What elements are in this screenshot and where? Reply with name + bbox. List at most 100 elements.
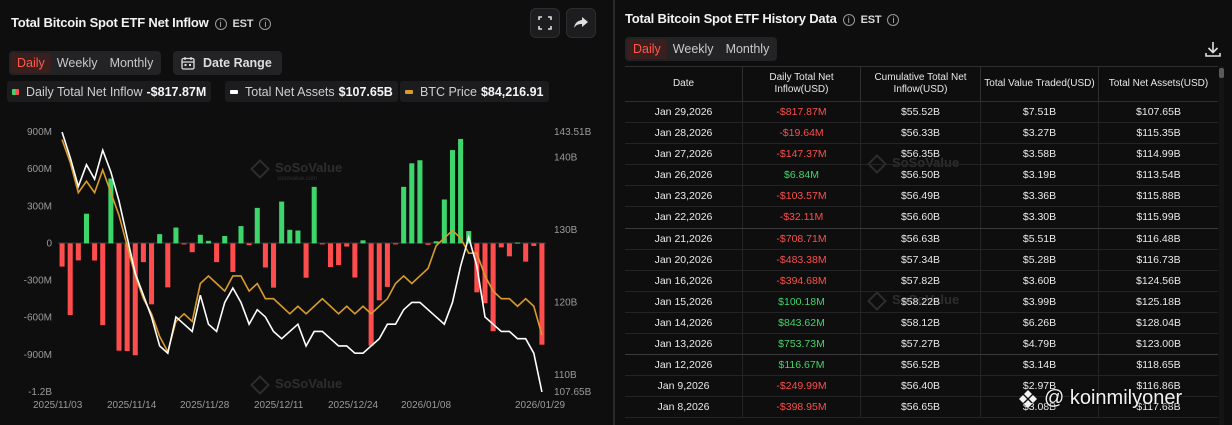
inflow-bar <box>92 243 98 261</box>
tab-monthly[interactable]: Monthly <box>109 56 154 70</box>
net-assets-cell: $113.54B <box>1136 169 1181 182</box>
table-row[interactable]: Jan 23,2026 -$103.57M $56.49B $3.36B $115.88… <box>625 186 1218 208</box>
net-assets-cell: $128.04B <box>1136 316 1181 329</box>
inflow-bar <box>376 243 382 301</box>
net-inflow-chart[interactable]: 900M 600M 300M 0 -300M -600M -900M -1.2B 143.51… <box>0 120 613 420</box>
inflow-bar <box>515 242 521 244</box>
timezone-label: EST <box>232 17 254 30</box>
inflow-bar <box>360 240 366 244</box>
right-axis-tick: 130B <box>554 225 578 236</box>
inflow-bar <box>352 243 358 278</box>
x-axis-tick: 2025/12/24 <box>328 400 378 411</box>
inflow-bar <box>449 150 455 244</box>
daily-inflow-cell: $843.62M <box>743 312 861 334</box>
cumulative-inflow-cell: $56.65B <box>861 397 981 418</box>
diamond-logo-icon <box>1019 389 1037 408</box>
inflow-bar <box>531 243 537 246</box>
date-cell: Jan 21,2026 <box>625 228 743 249</box>
table-row[interactable]: Jan 21,2026 -$708.71M $56.63B $5.51B $116.48… <box>625 228 1218 250</box>
btc-swatch <box>405 89 413 94</box>
inflow-bar <box>311 186 317 244</box>
inflow-bar <box>157 234 163 244</box>
net-assets-cell: $115.35B <box>1136 127 1181 140</box>
net-assets-line <box>61 131 543 393</box>
right-axis-tick: 107.65B <box>554 387 592 398</box>
tab-daily[interactable]: Daily <box>627 39 667 59</box>
download-icon[interactable] <box>1202 38 1224 60</box>
panel-title: Total Bitcoin Spot ETF History Data i EST i <box>625 11 900 26</box>
table-scrollbar[interactable] <box>1219 66 1224 425</box>
cumulative-inflow-cell: $56.60B <box>861 207 981 228</box>
date-cell: Jan 27,2026 <box>625 144 743 165</box>
daily-inflow-cell: -$19.64M <box>743 123 861 144</box>
inflow-bar <box>401 186 407 244</box>
table-row[interactable]: Jan 29,2026 -$817.87M $55.52B $7.51B $107.65… <box>625 102 1218 124</box>
col-net-assets[interactable]: Total Net Assets(USD) <box>1108 78 1209 89</box>
cumulative-inflow-cell: $57.82B <box>861 270 981 291</box>
x-axis-tick: 2025/11/14 <box>107 400 157 411</box>
table-row[interactable]: Jan 14,2026 $843.62M $58.12B $6.26B $128.04B <box>625 312 1218 335</box>
fullscreen-button[interactable] <box>530 8 560 38</box>
inflow-bar <box>458 138 464 244</box>
table-row[interactable]: Jan 15,2026 $100.18M $58.22B $3.99B $125.18B <box>625 291 1218 313</box>
net-assets-cell: $115.99B <box>1136 211 1181 224</box>
value-traded-cell: $6.26B <box>981 312 1099 334</box>
share-button[interactable] <box>566 8 596 38</box>
value-traded-cell: $3.27B <box>981 123 1099 144</box>
inflow-bar <box>230 243 236 273</box>
table-row[interactable]: Jan 22,2026 -$32.11M $56.60B $3.30B $115.99B <box>625 207 1218 229</box>
tab-weekly[interactable]: Weekly <box>56 56 98 70</box>
info-icon[interactable]: i <box>214 17 227 30</box>
legend-net-assets[interactable]: Total Net Assets $107.65B <box>225 81 398 102</box>
table-row[interactable]: Jan 20,2026 -$483.38M $57.34B $5.28B $116.73… <box>625 249 1218 271</box>
value-traded-cell: $3.99B <box>981 291 1099 312</box>
net-assets-cell: $107.65B <box>1136 106 1181 118</box>
tab-monthly[interactable]: Monthly <box>725 42 770 56</box>
net-assets-cell: $124.56B <box>1136 274 1181 287</box>
net-assets-cell: $117.68B <box>1136 401 1181 414</box>
legend-btc-price[interactable]: BTC Price $84,216.91 <box>400 81 549 102</box>
date-cell: Jan 28,2026 <box>625 123 743 144</box>
date-cell: Jan 16,2026 <box>625 270 743 291</box>
inflow-bar <box>303 243 309 278</box>
assets-swatch <box>230 89 238 94</box>
info-icon[interactable]: i <box>842 13 855 26</box>
info-icon[interactable]: i <box>887 13 900 26</box>
table-row[interactable]: Jan 8,2026 -$398.95M $56.65B $3.08B $117.68B <box>625 397 1218 419</box>
inflow-bar <box>246 243 252 246</box>
table-row[interactable]: Jan 27,2026 -$147.37M $56.35B $3.58B $114.99… <box>625 144 1218 166</box>
inflow-bar <box>417 160 423 244</box>
date-cell: Jan 12,2026 <box>625 355 743 376</box>
inflow-bar <box>83 213 89 244</box>
cumulative-inflow-cell: $57.34B <box>861 249 981 270</box>
table-row[interactable]: Jan 13,2026 $753.73M $57.27B $4.79B $123.00B <box>625 334 1218 356</box>
x-axis-tick: 2026/01/29 <box>515 400 565 411</box>
history-title: Total Bitcoin Spot ETF History Data <box>625 11 837 26</box>
info-icon[interactable]: i <box>259 17 272 30</box>
col-date[interactable]: Date <box>625 67 743 101</box>
col-cumulative-inflow[interactable]: Cumulative Total Net Inflow(USD) <box>861 67 981 101</box>
table-row[interactable]: Jan 28,2026 -$19.64M $56.33B $3.27B $115.35B <box>625 123 1218 145</box>
left-period-tabs: Daily Weekly Monthly <box>9 51 162 75</box>
table-row[interactable]: Jan 9,2026 -$249.99M $56.40B $2.97B $116.86B <box>625 376 1218 398</box>
scroll-thumb[interactable] <box>1219 68 1224 78</box>
legend-label: Daily Total Net Inflow <box>26 84 143 99</box>
date-cell: Jan 8,2026 <box>625 397 743 418</box>
table-row[interactable]: Jan 16,2026 -$394.68M $57.82B $3.60B $124.56… <box>625 270 1218 292</box>
col-value-traded[interactable]: Total Value Traded(USD) <box>981 67 1099 101</box>
table-row[interactable]: Jan 12,2026 $116.67M $56.52B $3.14B $118.65B <box>625 355 1218 377</box>
left-axis-tick: 600M <box>27 164 52 175</box>
table-row[interactable]: Jan 26,2026 $6.84M $56.50B $3.19B $113.54B <box>625 165 1218 187</box>
inflow-bar <box>327 243 333 268</box>
x-axis-tick: 2025/11/28 <box>180 400 230 411</box>
left-axis-tick: -300M <box>24 276 52 287</box>
date-range-button[interactable]: Date Range <box>173 51 282 75</box>
tab-daily[interactable]: Daily <box>11 53 51 73</box>
left-axis-tick: 900M <box>27 127 52 138</box>
right-axis-tick: 110B <box>554 370 577 381</box>
tab-weekly[interactable]: Weekly <box>672 42 714 56</box>
cumulative-inflow-cell: $56.63B <box>861 228 981 249</box>
legend-net-inflow[interactable]: Daily Total Net Inflow -$817.87M <box>7 81 212 102</box>
col-daily-inflow[interactable]: Daily Total Net Inflow(USD) <box>743 67 861 101</box>
cumulative-inflow-cell: $56.49B <box>861 186 981 207</box>
